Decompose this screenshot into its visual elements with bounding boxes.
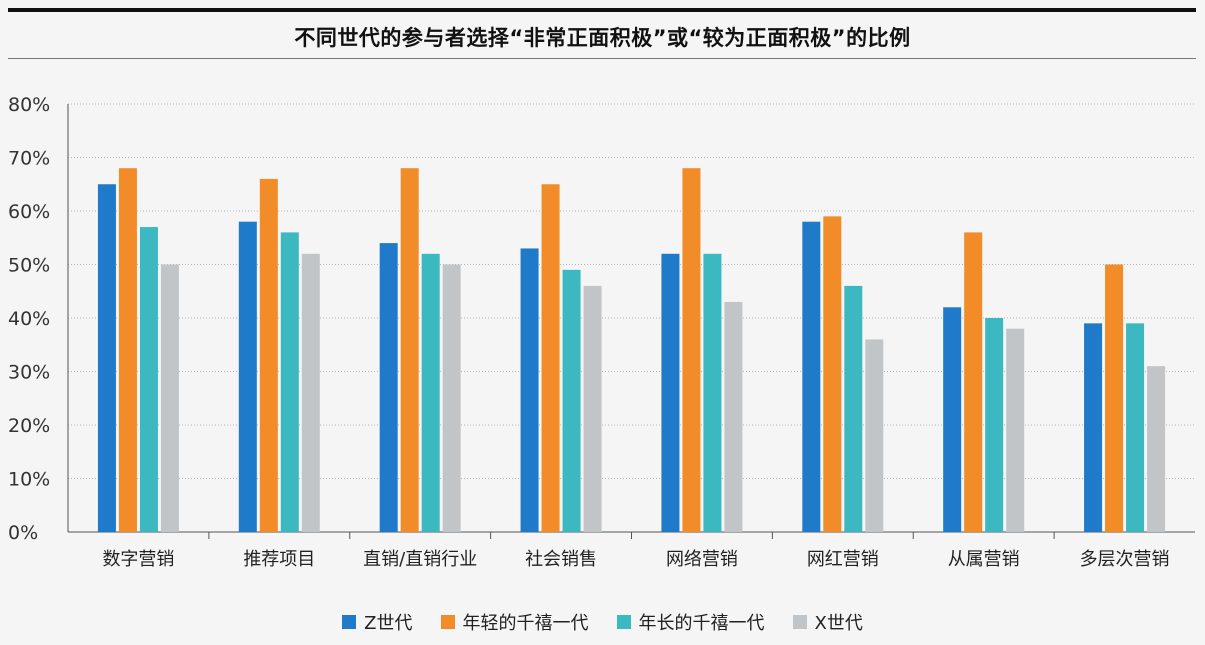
bar: [301, 253, 320, 533]
legend-item: Z世代: [342, 609, 413, 635]
legend-swatch: [342, 615, 357, 629]
x-tick-label: 推荐项目: [243, 549, 315, 570]
bar: [379, 243, 398, 532]
bar: [724, 301, 743, 532]
x-tick-label: 网红营销: [807, 549, 879, 570]
x-tick-label: 直销/直销行业: [363, 549, 477, 570]
x-tick-label: 多层次营销: [1080, 549, 1170, 570]
legend-label: 年长的千禧一代: [638, 613, 765, 634]
y-tick-label: 0%: [8, 522, 38, 544]
y-tick-label: 80%: [8, 94, 50, 116]
y-tick-label: 10%: [8, 469, 50, 491]
bar: [865, 339, 884, 532]
bar: [259, 178, 278, 532]
x-tick-label: 数字营销: [102, 549, 174, 570]
legend-swatch: [792, 615, 807, 629]
bar: [442, 264, 461, 532]
bar: [118, 168, 137, 532]
chart-title: 不同世代的参与者选择“非常正面积极”或“较为正面积极”的比例: [294, 26, 911, 50]
bar: [703, 253, 722, 533]
x-tick-label: 从属营销: [948, 549, 1020, 570]
y-tick-label: 70%: [8, 148, 50, 170]
x-tick-label: 网络营销: [666, 549, 738, 570]
legend-label: 年轻的千禧一代: [462, 613, 589, 634]
bar: [97, 184, 116, 532]
bar: [943, 307, 962, 532]
y-tick-label: 60%: [8, 201, 50, 223]
bar: [562, 269, 581, 532]
bar: [1147, 366, 1166, 532]
title-divider: [8, 58, 1196, 59]
legend-item: 年长的千禧一代: [616, 609, 765, 635]
bar: [541, 184, 560, 532]
y-tick-label: 30%: [8, 362, 50, 384]
bar: [280, 232, 299, 532]
bar: [1006, 328, 1025, 532]
bar: [238, 221, 257, 532]
y-tick-label: 40%: [8, 308, 50, 330]
bar: [520, 248, 539, 532]
x-tick-label: 社会销售: [525, 549, 597, 570]
legend: Z世代 年轻的千禧一代 年长的千禧一代 X世代: [0, 609, 1205, 635]
bar: [160, 264, 179, 532]
bar: [1105, 264, 1124, 532]
bar: [985, 318, 1004, 532]
legend-swatch: [616, 615, 631, 629]
y-tick-label: 20%: [8, 415, 50, 437]
bar: [844, 285, 863, 532]
legend-label: Z世代: [364, 613, 413, 634]
y-tick-label: 50%: [8, 255, 50, 277]
bar: [682, 168, 701, 532]
bar: [421, 253, 440, 533]
bar: [139, 227, 158, 533]
top-rule: [8, 8, 1196, 12]
legend-item: X世代: [792, 609, 863, 635]
bar: [583, 285, 602, 532]
bar: [964, 232, 983, 532]
bar: [1126, 323, 1145, 532]
legend-label: X世代: [814, 613, 863, 634]
bar: [400, 168, 419, 532]
bar: [1084, 323, 1103, 532]
legend-swatch: [440, 615, 455, 629]
legend-item: 年轻的千禧一代: [440, 609, 589, 635]
bar: [802, 221, 821, 532]
bar: [661, 253, 680, 533]
bar: [823, 216, 842, 532]
